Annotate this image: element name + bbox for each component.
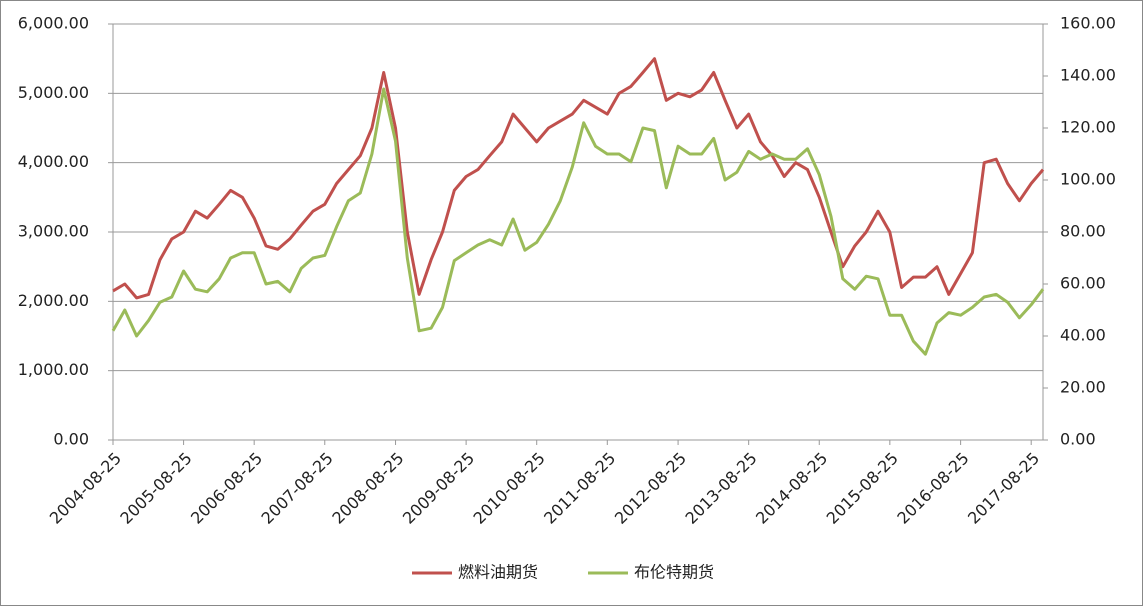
y-tick-label: 3,000.00 <box>18 222 89 241</box>
y-tick-label: 4,000.00 <box>18 152 89 171</box>
series-line <box>112 57 1045 300</box>
y2-tick-label: 60.00 <box>1060 274 1106 293</box>
y-tick-label: 1,000.00 <box>18 360 89 379</box>
y2-tick-label: 120.00 <box>1060 118 1116 137</box>
y-tick-label: 2,000.00 <box>18 291 89 310</box>
y-tick-label: 6,000.00 <box>18 14 89 33</box>
y2-tick-label: 100.00 <box>1060 170 1116 189</box>
y2-tick-label: 140.00 <box>1060 66 1116 85</box>
legend-label: 布伦特期货 <box>634 563 714 582</box>
series-line <box>111 87 1045 356</box>
y2-tick-label: 0.00 <box>1060 430 1096 449</box>
y2-tick-label: 40.00 <box>1060 326 1106 345</box>
y-tick-label: 5,000.00 <box>18 83 89 102</box>
y2-tick-label: 80.00 <box>1060 222 1106 241</box>
y2-tick-label: 160.00 <box>1060 14 1116 33</box>
y-tick-label: 0.00 <box>53 430 89 449</box>
y2-tick-label: 20.00 <box>1060 378 1106 397</box>
legend-label: 燃料油期货 <box>458 563 538 582</box>
